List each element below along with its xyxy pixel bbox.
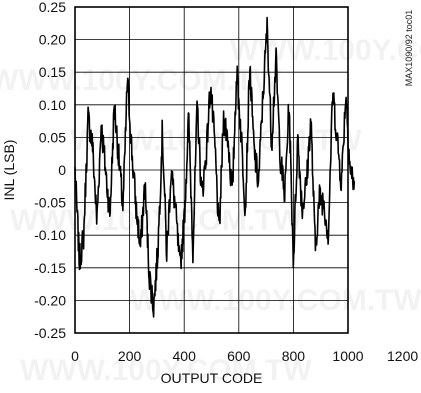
y-tick-label: 0.20 bbox=[39, 32, 66, 48]
watermark-text: WWW.100Y.COM.TW bbox=[20, 354, 312, 387]
x-tick-label: 800 bbox=[282, 348, 306, 364]
x-tick-label: 0 bbox=[71, 348, 79, 364]
y-tick-label: 0.10 bbox=[39, 97, 66, 113]
watermark: WWW.100Y.COM.TW WWW.100Y.COM.TW WWW.100Y… bbox=[0, 34, 421, 387]
y-tick-label: -0.05 bbox=[34, 195, 66, 211]
x-axis-label: OUTPUT CODE bbox=[161, 370, 263, 386]
y-tick-label: 0 bbox=[58, 162, 66, 178]
x-tick-label: 200 bbox=[118, 348, 142, 364]
x-tick-label: 400 bbox=[173, 348, 197, 364]
y-axis-label: INL (LSB) bbox=[1, 140, 17, 201]
watermark-text: WWW.100Y.COM.TW bbox=[230, 34, 421, 67]
y-tick-label: 0.05 bbox=[39, 129, 66, 145]
x-tick-label: 600 bbox=[227, 348, 251, 364]
y-tick-label: -0.15 bbox=[34, 260, 66, 276]
x-tick-labels: 0 200 400 600 800 1000 1200 bbox=[71, 348, 418, 364]
watermark-text: WWW.100Y.COM.TW bbox=[10, 204, 302, 237]
y-tick-label: -0.25 bbox=[34, 325, 66, 341]
y-tick-label: 0.15 bbox=[39, 64, 66, 80]
inl-series-line bbox=[74, 16, 356, 318]
watermark-text: WWW.100Y.COM.TW bbox=[0, 64, 282, 97]
y-tick-label: 0.25 bbox=[39, 0, 66, 15]
y-tick-label: -0.10 bbox=[34, 227, 66, 243]
y-tick-labels: 0.25 0.20 0.15 0.10 0.05 0 -0.05 -0.10 -0.15 -0.2… bbox=[34, 0, 66, 341]
x-tick-label: 1000 bbox=[332, 348, 363, 364]
x-tick-label: 1200 bbox=[387, 348, 418, 364]
y-tick-label: -0.20 bbox=[34, 292, 66, 308]
figure-id-label: MAX1090/92 toc01 bbox=[404, 10, 414, 87]
